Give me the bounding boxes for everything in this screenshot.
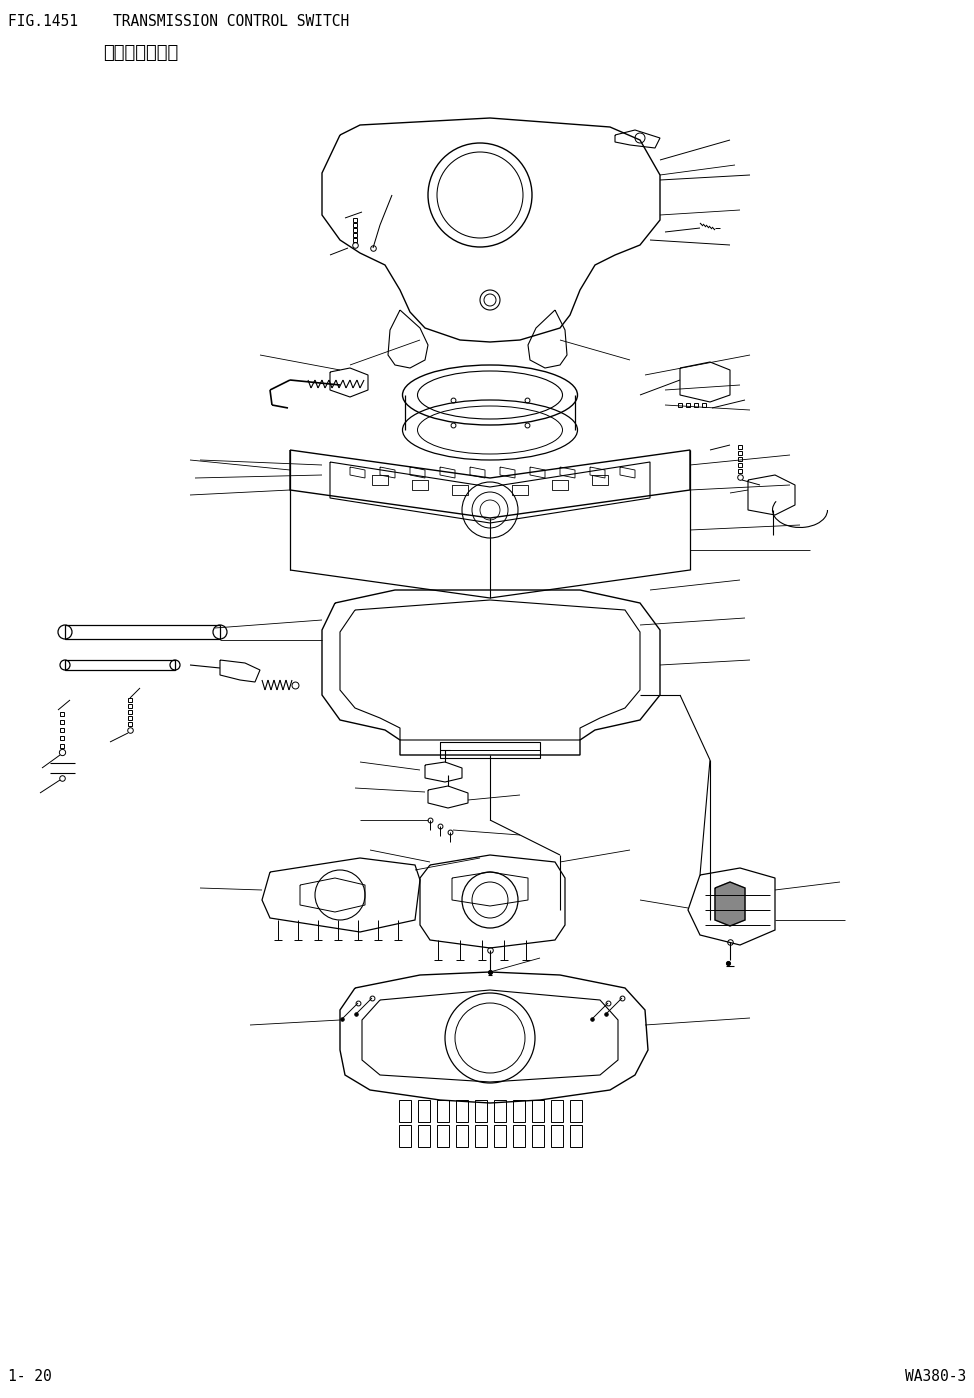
Bar <box>65 625 220 639</box>
Text: WA380-3: WA380-3 <box>905 1369 966 1384</box>
Bar <box>418 1100 430 1123</box>
Bar <box>551 1100 563 1123</box>
Text: 1- 20: 1- 20 <box>8 1369 52 1384</box>
Text: FIG.1451    TRANSMISSION CONTROL SWITCH: FIG.1451 TRANSMISSION CONTROL SWITCH <box>8 14 350 29</box>
Bar <box>494 1125 506 1146</box>
Bar <box>456 1100 468 1123</box>
Bar <box>456 1125 468 1146</box>
Bar <box>551 1125 563 1146</box>
Bar <box>475 1100 487 1123</box>
Bar <box>570 1100 582 1123</box>
Bar <box>399 1100 411 1123</box>
Bar <box>532 1125 544 1146</box>
Bar <box>494 1100 506 1123</box>
Bar <box>437 1125 449 1146</box>
Bar <box>513 1100 525 1123</box>
Bar <box>399 1125 411 1146</box>
Bar <box>475 1125 487 1146</box>
Bar <box>532 1100 544 1123</box>
Bar <box>570 1125 582 1146</box>
Bar <box>437 1100 449 1123</box>
Bar <box>418 1125 430 1146</box>
Bar <box>513 1125 525 1146</box>
Bar <box>65 660 175 670</box>
Text: 变速箱控制开关: 变速箱控制开关 <box>103 43 178 62</box>
Polygon shape <box>715 882 745 925</box>
